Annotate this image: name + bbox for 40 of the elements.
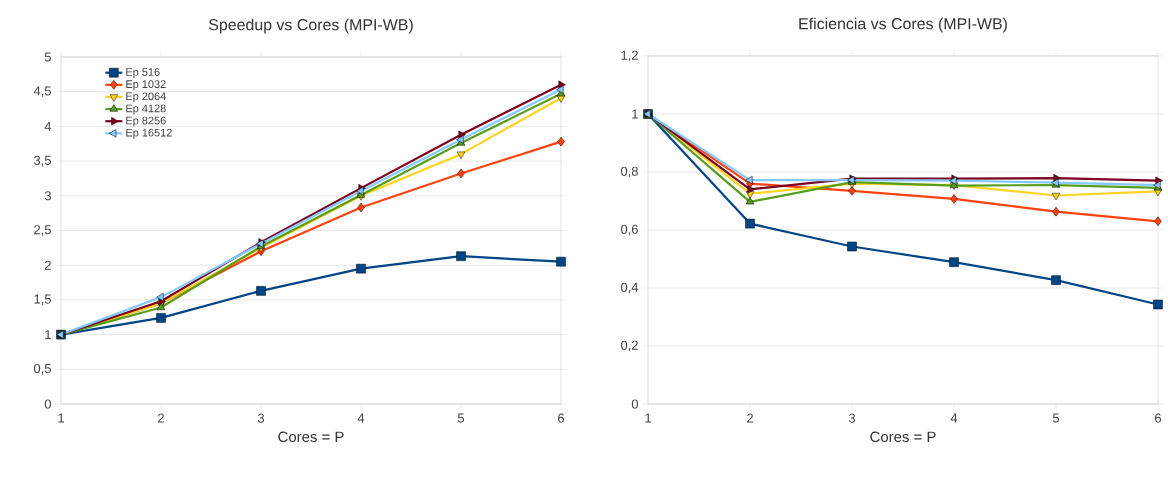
y-tick-label: 3 [44, 191, 51, 201]
chart-title: Speedup vs Cores (MPI-WB) [208, 18, 413, 34]
legend-label: Ep 8256 [126, 116, 166, 127]
y-tick-label: 4 [44, 121, 52, 131]
x-tick-label: 1 [58, 413, 64, 423]
y-tick-label: 0,5 [33, 363, 51, 375]
x-axis-title: Cores = P [870, 431, 936, 443]
y-tick-label: 1 [45, 330, 51, 340]
legend-label: Ep 16512 [126, 128, 172, 139]
x-tick-label: 1 [645, 413, 651, 423]
x-tick-label: 2 [158, 413, 164, 423]
x-tick-label: 4 [950, 413, 958, 423]
y-tick-label: 0 [631, 399, 638, 409]
x-tick-label: 2 [747, 413, 753, 423]
x-axis-title: Cores = P [278, 431, 344, 443]
x-tick-label: 6 [558, 413, 565, 423]
y-tick-label: 2 [44, 260, 51, 270]
chart-title: Eficiencia vs Cores (MPI-WB) [799, 17, 1007, 33]
x-tick-label: 3 [257, 413, 265, 423]
y-tick-label: 0 [44, 399, 51, 409]
y-tick-label: 0,6 [620, 224, 638, 236]
x-tick-label: 4 [357, 413, 365, 423]
y-tick-label: 3,5 [33, 155, 51, 167]
y-tick-label: 0,4 [620, 282, 639, 294]
y-tick-label: 5 [44, 52, 51, 62]
y-tick-label: 0,2 [620, 340, 638, 352]
legend-label: Ep 2064 [126, 92, 166, 103]
x-tick-label: 5 [457, 413, 465, 423]
x-tick-label: 3 [848, 413, 856, 423]
x-tick-label: 5 [1052, 413, 1060, 423]
x-tick-label: 6 [1155, 413, 1162, 423]
y-tick-label: 0,8 [620, 166, 638, 178]
y-tick-label: 1 [632, 109, 638, 119]
y-tick-label: 2,5 [34, 225, 51, 236]
y-tick-label: 1,5 [34, 294, 51, 306]
y-tick-label: 4,5 [33, 86, 51, 97]
legend-label: Ep 516 [126, 68, 160, 79]
legend-label: Ep 1032 [126, 80, 166, 91]
legend-label: Ep 4128 [126, 104, 166, 115]
y-tick-label: 1,2 [621, 50, 638, 62]
